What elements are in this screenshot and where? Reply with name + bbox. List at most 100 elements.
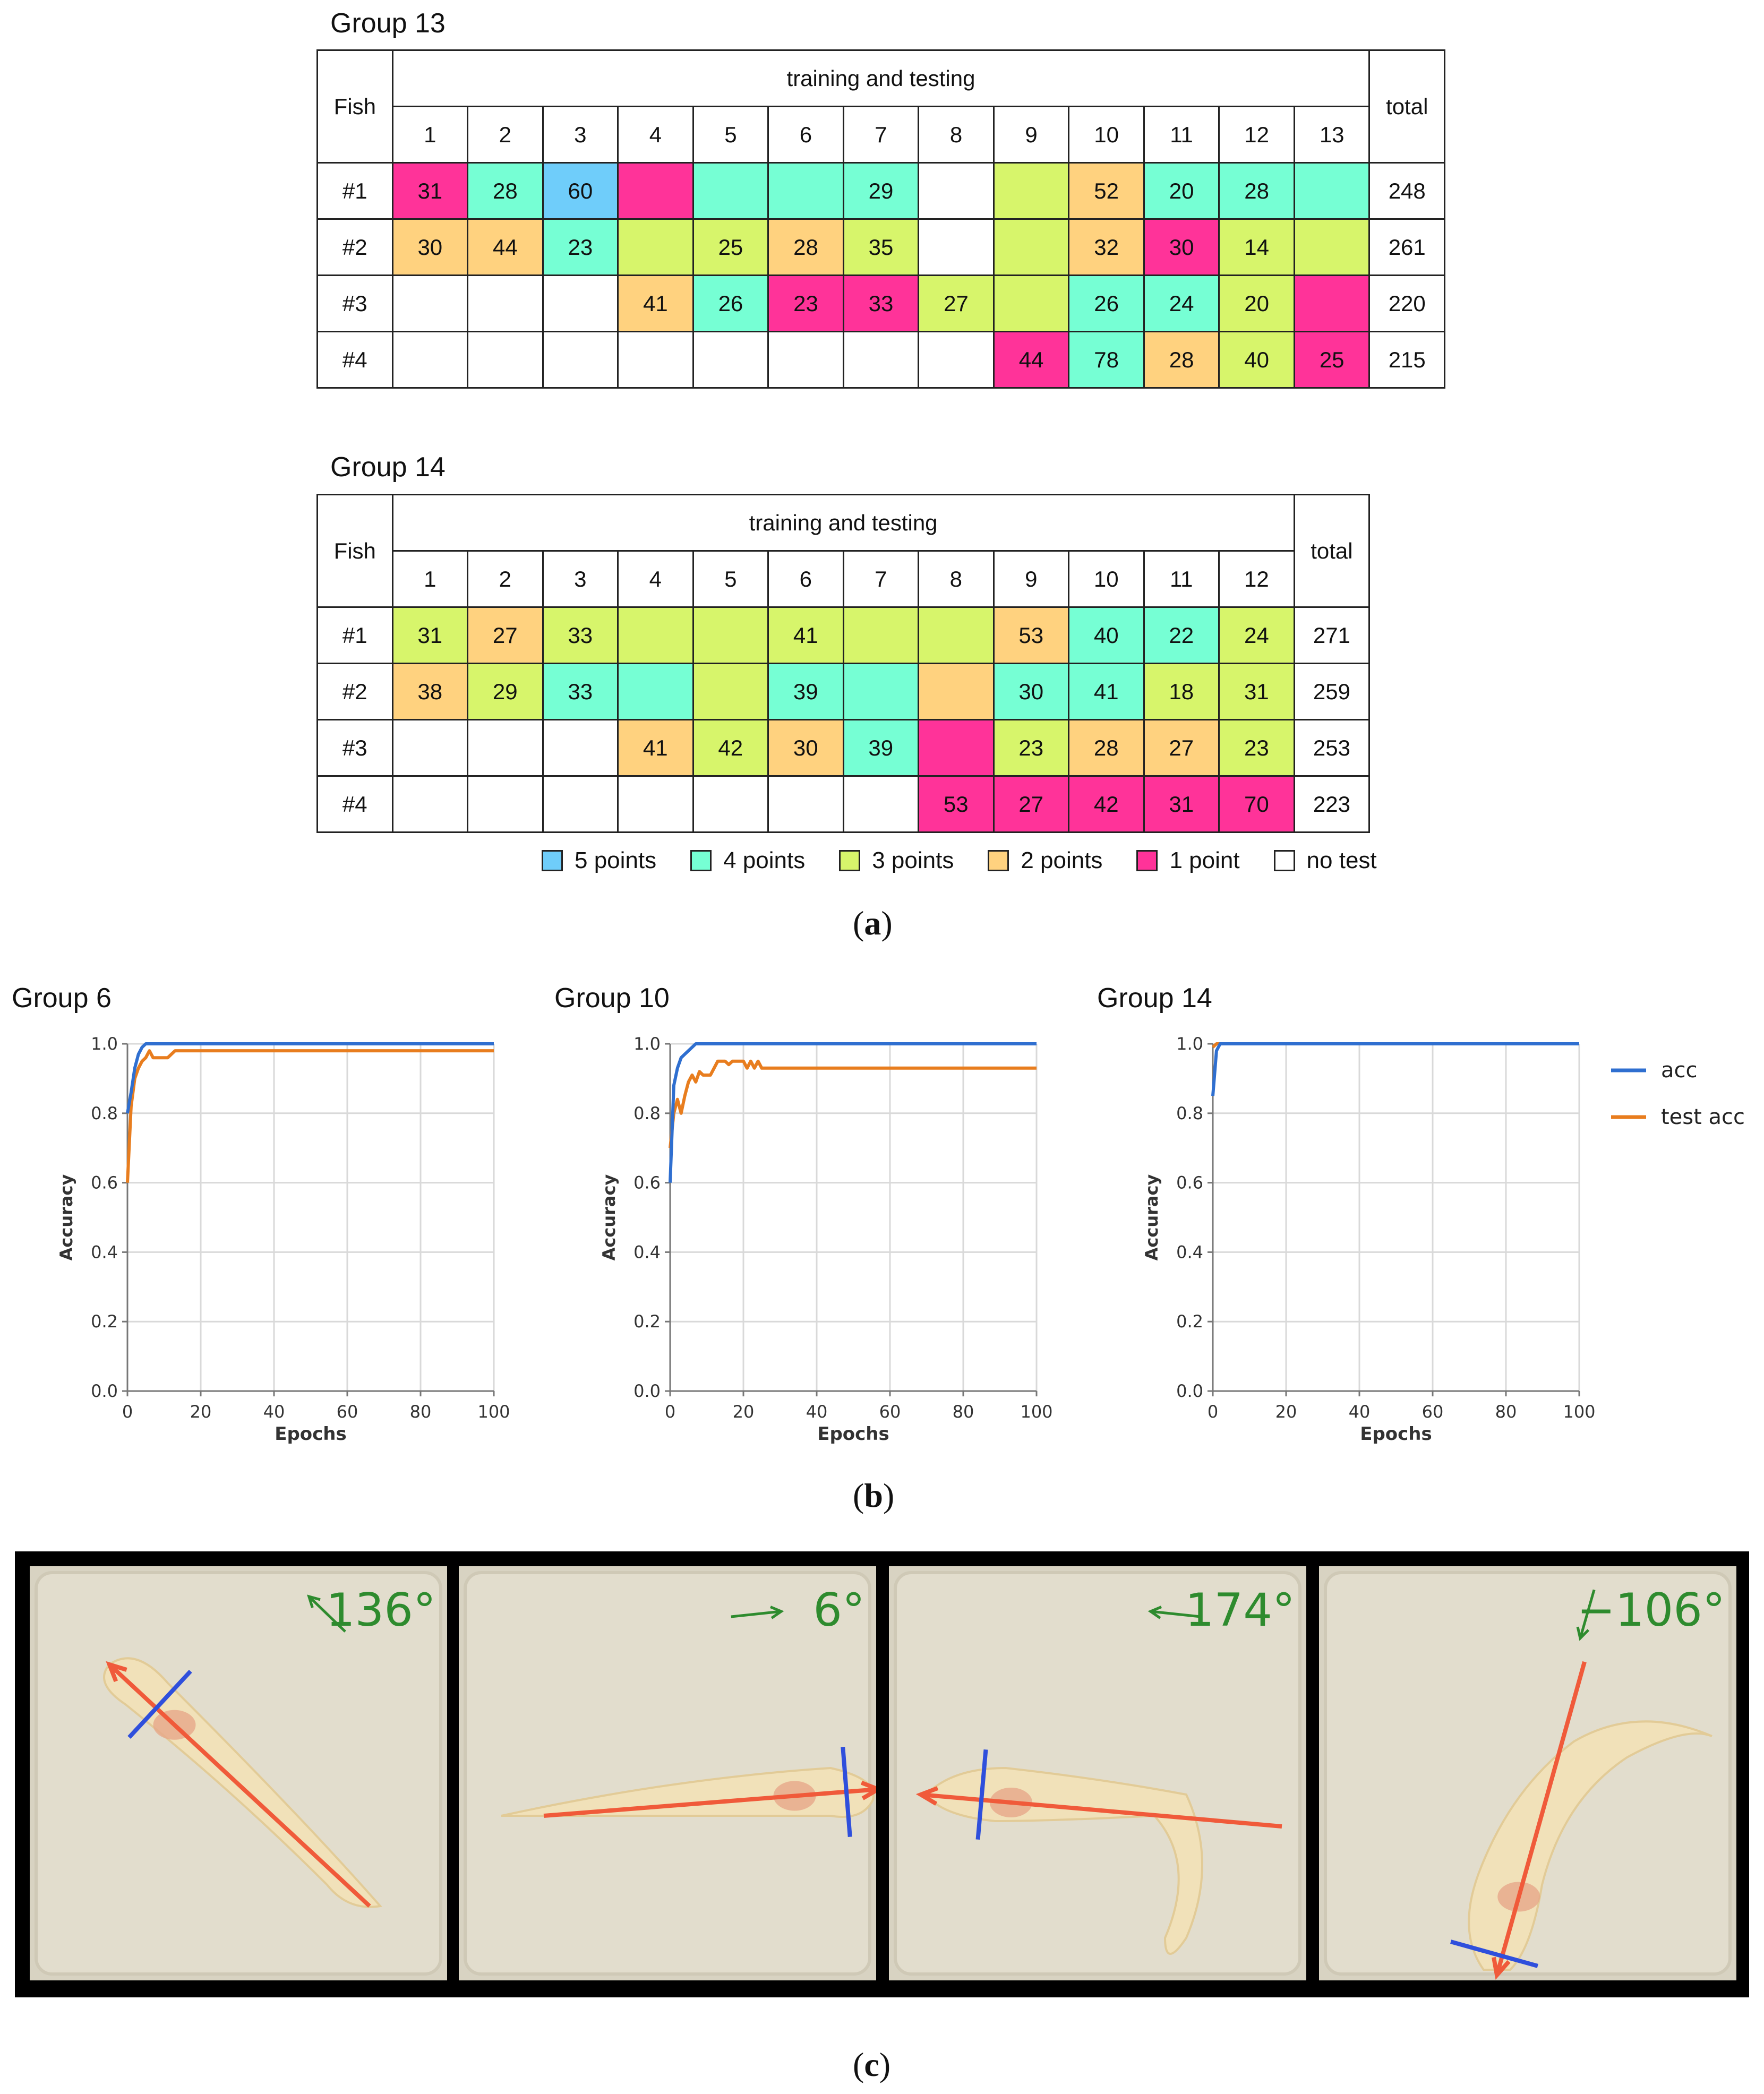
y-tick-label: 0.6	[633, 1173, 661, 1193]
fish-total: 248	[1368, 162, 1445, 220]
x-tick-label: 40	[1349, 1402, 1371, 1422]
direction-indicator-arrow	[731, 1610, 782, 1618]
score-cell	[617, 663, 694, 720]
direction-indicator-arrow	[1579, 1589, 1596, 1639]
score-cell	[692, 331, 769, 389]
session-column-header: 4	[617, 106, 694, 164]
fish-photo: 6°	[459, 1566, 876, 1980]
accuracy-chart-group10: 0.0 0.2 0.4 0.6 0.8 1.0 0 20 40 60 80 100 Epochs Accu…	[599, 1034, 1052, 1445]
chart-title-group10: Group 10	[554, 983, 670, 1014]
score-cell: 42	[692, 719, 769, 777]
y-tick-label: 0.2	[1176, 1311, 1203, 1332]
heading-angle-label: 6°	[813, 1584, 865, 1637]
score-cell: 31	[1143, 775, 1220, 833]
score-cell	[1293, 162, 1371, 220]
score-cell: 35	[842, 218, 920, 276]
direction-indicator-arrowhead	[769, 1606, 784, 1619]
training-testing-header: training and testing	[391, 494, 1295, 552]
x-tick-label: 20	[190, 1402, 212, 1422]
training-testing-header: training and testing	[391, 49, 1371, 107]
legend-swatch	[690, 850, 712, 871]
score-cell: 30	[767, 719, 844, 777]
score-cell: 53	[918, 775, 995, 833]
y-tick-label: 1.0	[1176, 1034, 1203, 1054]
score-cell: 26	[692, 274, 769, 332]
score-cell: 28	[1143, 331, 1220, 389]
y-tick-label: 0.0	[91, 1381, 118, 1401]
score-cell: 27	[918, 274, 995, 332]
fish-photo: −106°	[1319, 1566, 1736, 1980]
y-tick-label: 0.0	[1176, 1381, 1203, 1401]
heading-arrow-line	[543, 1787, 876, 1818]
score-cell: 30	[992, 663, 1069, 720]
legend-label: no test	[1306, 847, 1377, 873]
score-cell	[692, 663, 769, 720]
score-cell	[542, 274, 619, 332]
x-axis-label: Epochs	[1360, 1423, 1432, 1445]
session-column-header: 3	[542, 550, 619, 608]
head-crossbar	[841, 1746, 852, 1838]
fish-id: #1	[316, 606, 393, 664]
score-cell: 70	[1218, 775, 1295, 833]
total-header: total	[1368, 49, 1445, 164]
score-cell	[992, 162, 1070, 220]
x-tick-label: 40	[263, 1402, 285, 1422]
session-column-header: 12	[1218, 550, 1295, 608]
session-column-header: 2	[467, 106, 544, 164]
score-cell	[918, 663, 995, 720]
session-column-header: 8	[918, 106, 995, 164]
score-cell: 27	[992, 775, 1069, 833]
score-cell	[1293, 274, 1371, 332]
legend-item: 5 points	[542, 847, 656, 874]
x-tick-label: 100	[1020, 1402, 1052, 1422]
score-cell: 41	[617, 274, 694, 332]
heading-arrow-line	[1495, 1661, 1587, 1976]
y-tick-label: 0.0	[633, 1381, 661, 1401]
heading-arrow-head	[860, 1780, 876, 1800]
acc-series-line	[669, 1042, 1037, 1183]
legend-label: 2 points	[1021, 847, 1103, 873]
session-column-header: 3	[542, 106, 619, 164]
score-cell	[617, 331, 694, 389]
score-cell	[918, 719, 995, 777]
session-column-header: 4	[617, 550, 694, 608]
heading-arrow-line	[108, 1663, 371, 1908]
score-cell: 20	[1218, 274, 1295, 332]
acc-series-line	[126, 1042, 494, 1114]
y-tick-label: 0.4	[633, 1242, 661, 1262]
y-tick-label: 1.0	[91, 1034, 118, 1054]
score-cell	[542, 331, 619, 389]
legend-item: 3 points	[839, 847, 954, 874]
x-tick-label: 0	[122, 1402, 133, 1422]
tank-inner	[1324, 1571, 1732, 1976]
fish-id: #3	[316, 719, 393, 777]
session-column-header: 11	[1143, 550, 1220, 608]
fish-total: 271	[1293, 606, 1371, 664]
score-cell: 28	[467, 162, 544, 220]
x-tick-label: 60	[879, 1402, 901, 1422]
session-column-header: 1	[391, 550, 468, 608]
score-cell: 32	[1068, 218, 1145, 276]
score-cell	[1293, 218, 1371, 276]
score-cell: 14	[1218, 218, 1295, 276]
score-cell: 25	[1293, 331, 1371, 389]
session-column-header: 9	[992, 106, 1070, 164]
accuracy-chart-group6: 0.0 0.2 0.4 0.6 0.8 1.0 0 20 40 60 80 100 Epochs Accu…	[56, 1034, 510, 1445]
table-row: #1 31 28 60 29 52 20 28 248	[316, 162, 1445, 220]
y-axis-label: Accuracy	[56, 1174, 76, 1261]
score-cell	[918, 162, 995, 220]
score-cell	[842, 663, 919, 720]
session-column-header: 6	[767, 550, 844, 608]
legend-label: 1 point	[1169, 847, 1240, 873]
score-cell: 42	[1068, 775, 1145, 833]
score-cell: 53	[992, 606, 1069, 664]
session-column-header: 5	[692, 550, 769, 608]
score-cell	[842, 331, 920, 389]
heading-arrow-head	[915, 1786, 939, 1806]
y-tick-label: 0.4	[91, 1242, 118, 1262]
legend-label: 4 points	[723, 847, 806, 873]
acc-series-line	[1211, 1042, 1579, 1096]
y-tick-label: 0.8	[633, 1103, 661, 1123]
x-tick-label: 80	[953, 1402, 974, 1422]
legend-item: 1 point	[1136, 847, 1240, 874]
